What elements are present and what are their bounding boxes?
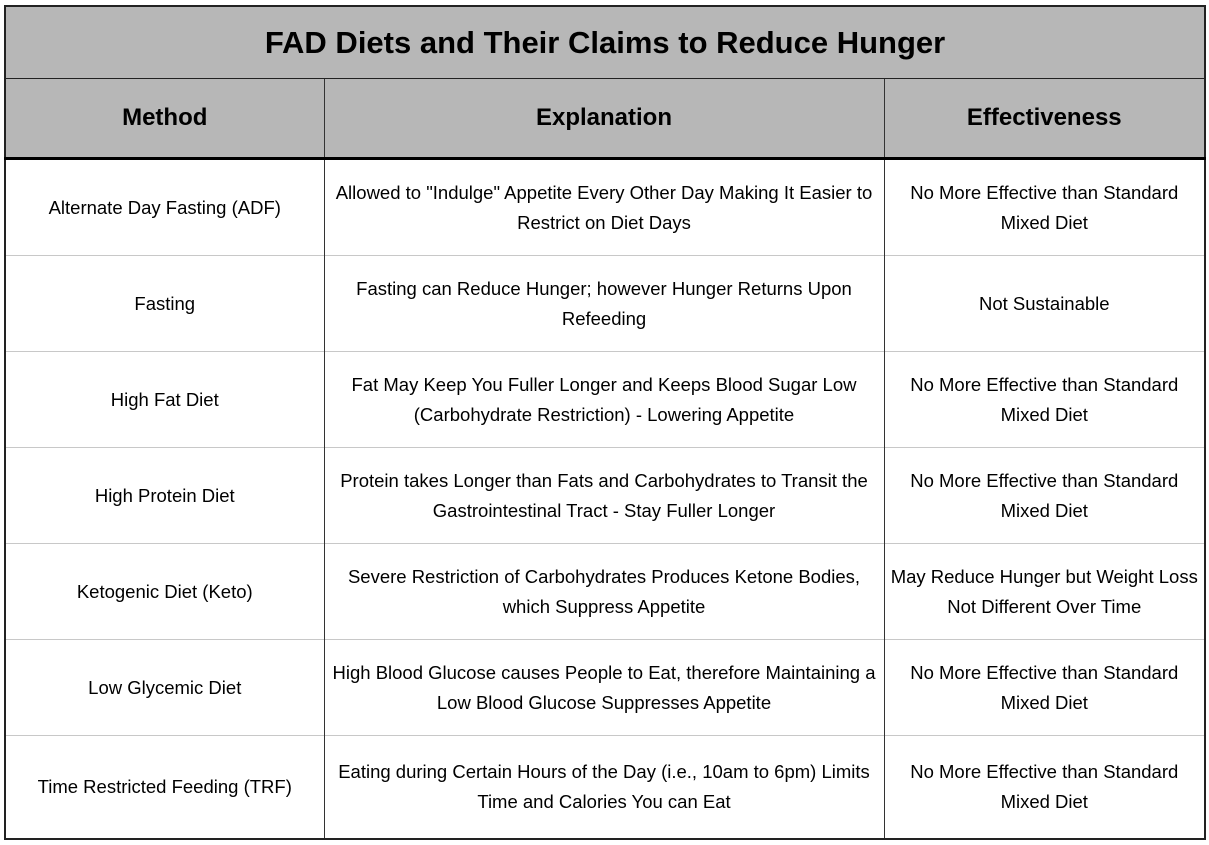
explanation-cell: Allowed to "Indulge" Appetite Every Othe… [323, 158, 884, 256]
method-cell: Time Restricted Feeding (TRF) [5, 735, 324, 839]
explanation-cell: Fasting can Reduce Hunger; however Hunge… [323, 255, 884, 352]
effectiveness-cell: No More Effective than Standard Mixed Di… [883, 735, 1206, 839]
table-row: Alternate Day Fasting (ADF) Allowed to "I… [5, 158, 1206, 256]
table-row: Fasting Fasting can Reduce Hunger; howeve… [5, 255, 1206, 352]
explanation-cell: High Blood Glucose causes People to Eat,… [323, 639, 884, 736]
header-effectiveness: Effectiveness [883, 78, 1206, 160]
fad-diets-table: FAD Diets and Their Claims to Reduce Hun… [4, 5, 1207, 840]
table-row: Time Restricted Feeding (TRF) Eating duri… [5, 735, 1206, 839]
table-title: FAD Diets and Their Claims to Reduce Hun… [5, 6, 1206, 79]
method-cell: Alternate Day Fasting (ADF) [48, 196, 281, 218]
effectiveness-cell: Not Sustainable [883, 255, 1206, 352]
effectiveness-cell: May Reduce Hunger but Weight Loss Not Di… [883, 543, 1206, 640]
explanation-cell: Fat May Keep You Fuller Longer and Keeps… [323, 351, 884, 448]
method-cell: High Protein Diet [5, 447, 324, 544]
effectiveness-cell: No More Effective than Standard Mixed Di… [883, 351, 1206, 448]
explanation-cell: Eating during Certain Hours of the Day (… [323, 735, 884, 839]
method-cell: High Fat Diet [5, 351, 324, 448]
table-row: High Fat Diet Fat May Keep You Fuller Lon… [5, 351, 1206, 448]
explanation-cell: Severe Restriction of Carbohydrates Prod… [323, 543, 884, 640]
method-cell: Ketogenic Diet (Keto) [5, 543, 324, 640]
table-row: Low Glycemic Diet High Blood Glucose caus… [5, 639, 1206, 736]
header-method: Method [5, 78, 324, 160]
table-row: Ketogenic Diet (Keto) Severe Restriction … [5, 543, 1206, 640]
table-row: High Protein Diet Protein takes Longer th… [5, 447, 1206, 544]
effectiveness-cell: No More Effective than Standard Mixed Di… [883, 158, 1206, 256]
explanation-cell: Protein takes Longer than Fats and Carbo… [323, 447, 884, 544]
effectiveness-cell: No More Effective than Standard Mixed Di… [883, 639, 1206, 736]
method-cell: Fasting [5, 255, 324, 352]
effectiveness-cell: No More Effective than Standard Mixed Di… [883, 447, 1206, 544]
header-explanation: Explanation [323, 78, 884, 160]
method-cell: Low Glycemic Diet [5, 639, 324, 736]
